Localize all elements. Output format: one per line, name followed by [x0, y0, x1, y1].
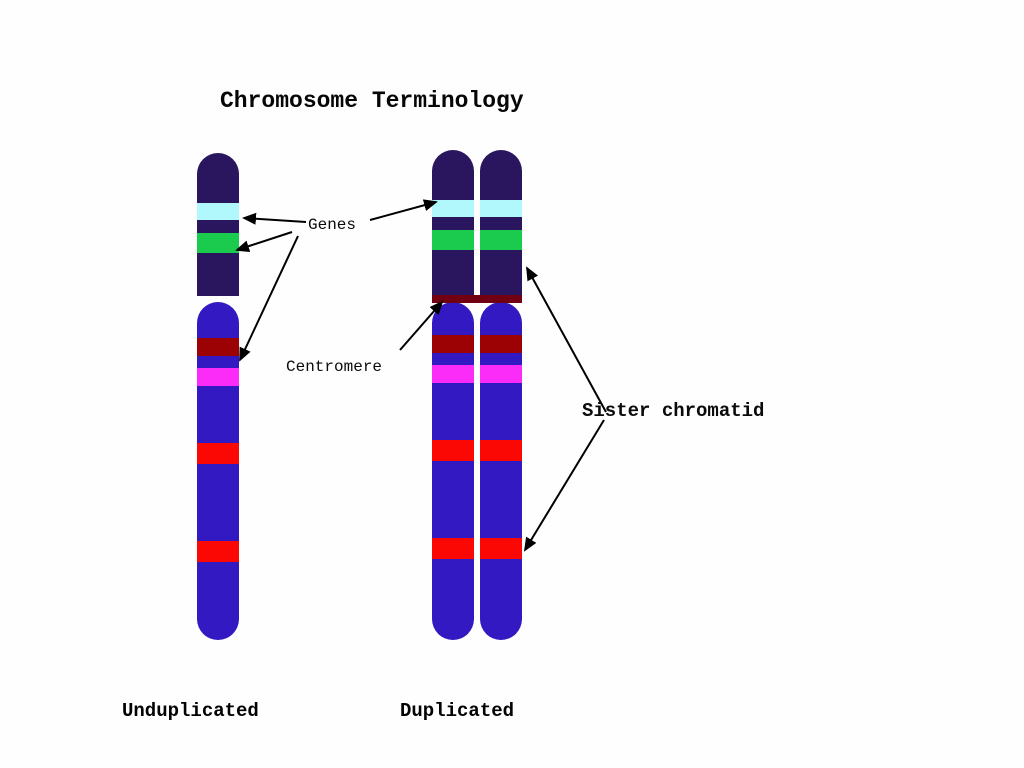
arrow	[240, 236, 298, 360]
arrow	[244, 218, 306, 222]
diagram-title: Chromosome Terminology	[220, 88, 524, 114]
chromatid-dup_right	[480, 150, 522, 640]
arrow	[370, 202, 436, 220]
chromatid-dup_left	[432, 150, 474, 640]
label-centromere: Centromere	[286, 358, 382, 376]
label-sister-chromatid: Sister chromatid	[582, 400, 764, 422]
arrow	[525, 420, 604, 550]
chromatid-undup	[197, 153, 239, 640]
label-genes: Genes	[308, 216, 356, 234]
label-duplicated: Duplicated	[400, 700, 514, 722]
arrow	[527, 268, 606, 412]
arrow	[237, 232, 292, 250]
label-unduplicated: Unduplicated	[122, 700, 259, 722]
diagram-stage	[0, 0, 1024, 768]
